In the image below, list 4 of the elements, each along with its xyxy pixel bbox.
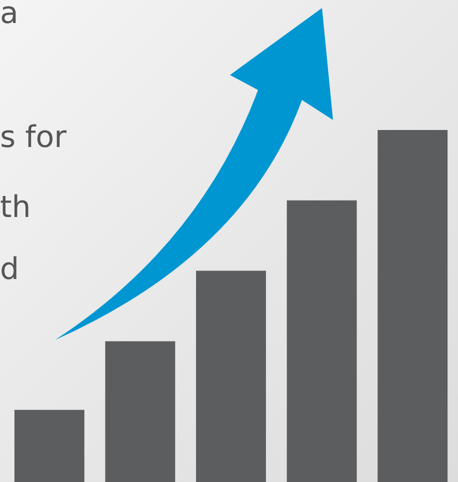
text: a: [0, 0, 18, 31]
annotation: th: [0, 190, 31, 225]
annotation: d: [0, 252, 20, 287]
annotation: s for: [0, 120, 66, 155]
